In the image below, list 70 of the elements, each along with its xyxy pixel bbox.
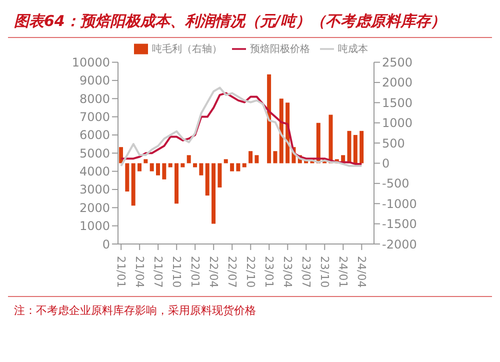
bar: [273, 151, 278, 164]
bar: [254, 155, 259, 164]
bar: [248, 151, 253, 164]
bar: [168, 163, 172, 168]
y-tick-label: 1000: [79, 219, 110, 234]
bar: [236, 163, 240, 172]
bar: [199, 163, 204, 176]
y2-tick-label: 0: [382, 156, 390, 170]
bar: [267, 74, 272, 164]
bar: [174, 163, 179, 204]
bar: [131, 163, 136, 206]
y-tick-label: 5000: [79, 146, 110, 160]
y-tick-label: 2000: [79, 200, 110, 215]
y2-tick-label: 1000: [382, 116, 413, 130]
chart-title: 图表64：预焙阳极成本、利润情况（元/吨）（不考虑原料库存）: [8, 8, 492, 38]
bar: [212, 163, 216, 224]
y2-tick-label: 500: [382, 136, 405, 150]
y-tick-label: 0: [102, 237, 110, 252]
bar: [279, 98, 284, 164]
y-tick-label: 4000: [79, 164, 110, 179]
bar: [150, 163, 154, 172]
legend-label: 吨毛利（右轴）: [152, 44, 222, 55]
text: 注：不考虑企业原料库存影响，采用原料现货价格: [14, 303, 257, 318]
bar: [347, 130, 352, 164]
legend-label: 吨成本: [338, 44, 368, 55]
y-tick-label: 6000: [79, 128, 110, 142]
y2-tick-label: 2500: [382, 56, 413, 70]
bar: [180, 163, 185, 168]
bar: [162, 163, 166, 180]
y-tick-label: 8000: [79, 92, 110, 106]
y2-tick-label: 2000: [382, 76, 413, 90]
x-tick-label: 21/10: [170, 256, 184, 288]
bar: [224, 159, 228, 164]
bar: [144, 159, 148, 164]
y2-tick-label: -500: [382, 176, 410, 191]
y2-tick-label: -2000: [382, 237, 417, 252]
x-tick-label: 24/04: [355, 256, 368, 288]
bar: [328, 114, 333, 164]
bar: [230, 163, 234, 172]
x-tick-label: 24/01: [336, 256, 350, 288]
bar: [193, 163, 198, 168]
bar: [125, 163, 130, 192]
x-tick-label: 21/07: [152, 256, 165, 288]
bar: [360, 130, 364, 164]
y2-tick-label: 1500: [382, 96, 413, 110]
bar: [138, 163, 142, 172]
bar: [205, 163, 210, 196]
bar: [218, 163, 222, 188]
x-tick-label: 23/01: [262, 256, 276, 288]
x-tick-label: 22/10: [244, 256, 258, 288]
x-tick-label: 21/04: [133, 256, 146, 288]
y2-tick-label: -1500: [382, 217, 417, 232]
y-tick-label: 3000: [79, 182, 110, 197]
bar: [156, 163, 160, 176]
y-tick-label: 10000: [72, 56, 110, 70]
bar: [353, 134, 358, 164]
y-tick-label: 7000: [79, 110, 110, 124]
x-tick-label: 23/04: [281, 256, 294, 288]
x-tick-label: 21/01: [114, 256, 128, 288]
x-tick-label: 22/04: [207, 256, 220, 288]
x-tick-label: 23/10: [318, 256, 332, 288]
legend-label: 预焙阳极价格: [250, 44, 310, 55]
bar: [186, 155, 191, 164]
bar: [242, 163, 246, 168]
y-tick-label: 9000: [79, 74, 110, 88]
y2-tick-label: -1000: [382, 196, 417, 211]
x-tick-label: 22/01: [188, 256, 202, 288]
x-tick-label: 23/07: [300, 256, 313, 288]
bar: [119, 147, 123, 164]
x-tick-label: 22/07: [226, 256, 239, 288]
